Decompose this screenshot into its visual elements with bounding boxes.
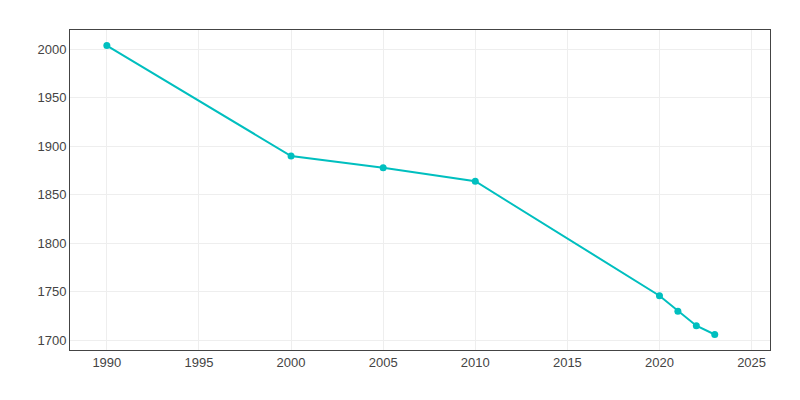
svg-text:1990: 1990 [92,355,121,370]
svg-text:1750: 1750 [37,284,66,299]
svg-text:1900: 1900 [37,139,66,154]
svg-text:1950: 1950 [37,90,66,105]
svg-text:2015: 2015 [553,355,582,370]
svg-text:2000: 2000 [277,355,306,370]
svg-text:2010: 2010 [461,355,490,370]
svg-text:2020: 2020 [645,355,674,370]
svg-text:1995: 1995 [184,355,213,370]
svg-text:1850: 1850 [37,187,66,202]
svg-text:2025: 2025 [737,355,766,370]
svg-text:1800: 1800 [37,236,66,251]
svg-text:2000: 2000 [37,42,66,57]
svg-text:2005: 2005 [369,355,398,370]
svg-text:1700: 1700 [37,333,66,348]
